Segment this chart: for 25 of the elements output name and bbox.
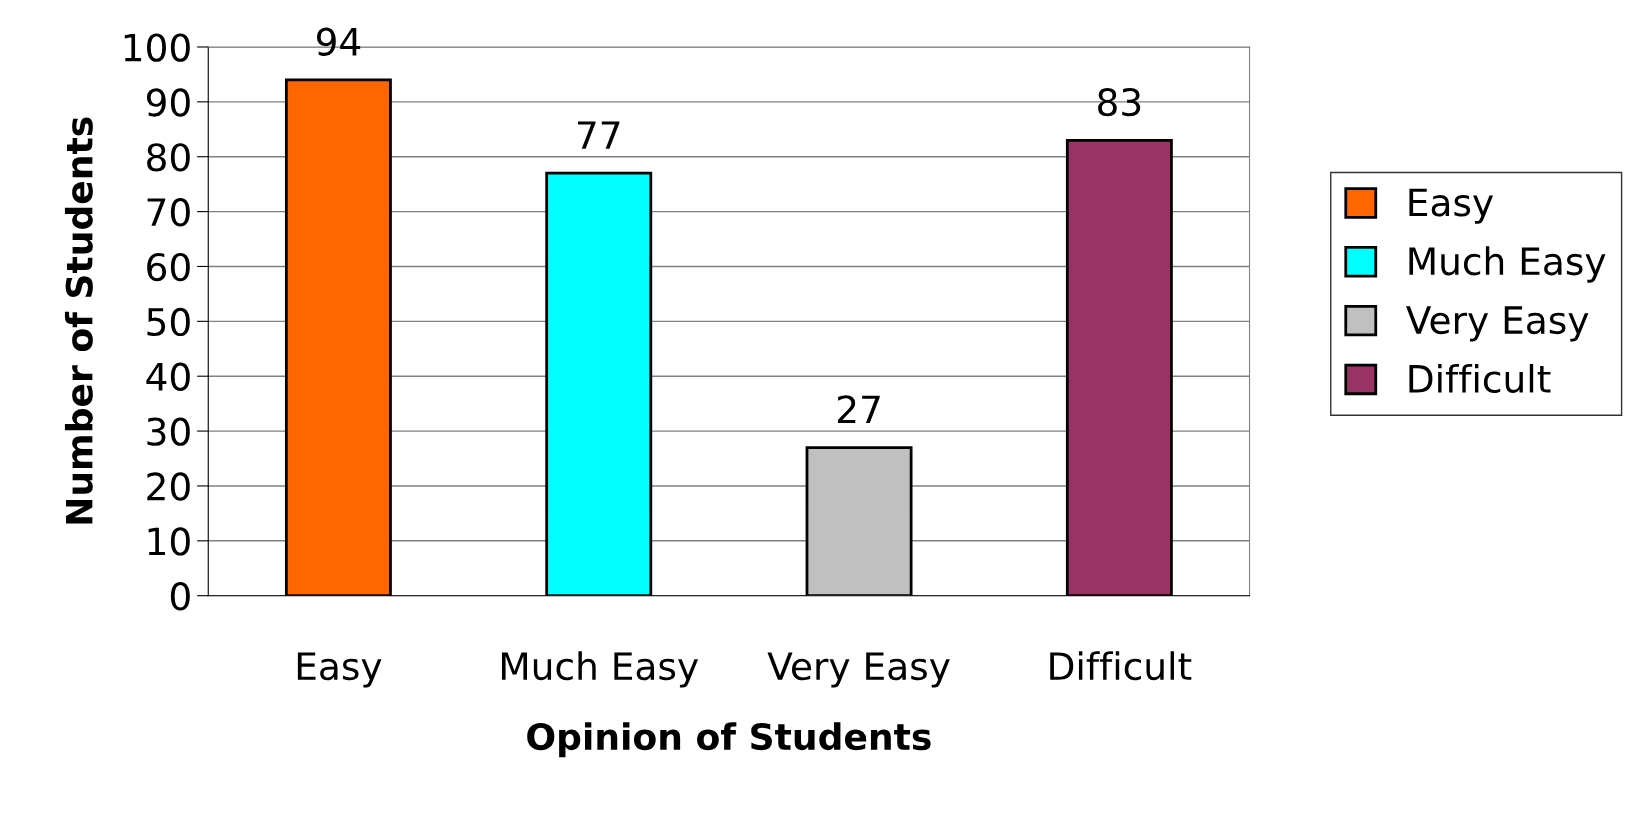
data-label: 27 [837, 395, 880, 424]
x-tick-label: Easy [297, 652, 382, 688]
y-tick-label: 60 [147, 252, 190, 282]
x-tick-label: Much Easy [502, 651, 699, 688]
y-tick-label: 40 [146, 362, 190, 391]
data-label: 77 [577, 121, 620, 149]
y-tick-label: 80 [147, 143, 190, 172]
y-tick-label: 50 [147, 307, 190, 337]
y-axis-title: Number of Students [64, 117, 93, 524]
legend-label: Much Easy [1409, 246, 1606, 283]
y-tick-label: 90 [146, 88, 190, 117]
legend-label: Difficult [1409, 363, 1551, 393]
y-tick-label: 70 [147, 198, 190, 227]
y-tick-label: 30 [147, 417, 190, 446]
data-label: 83 [1098, 87, 1141, 117]
y-tick-label: 10 [148, 527, 190, 556]
x-tick-label: Very Easy [767, 652, 950, 688]
x-axis-title: Opinion of Students [527, 722, 931, 758]
legend-label: Easy [1409, 188, 1494, 224]
y-tick-label: 20 [147, 472, 190, 501]
y-tick-label: 0 [170, 582, 190, 611]
legend-label: Very Easy [1406, 306, 1589, 342]
y-tick-label: 100 [124, 33, 190, 62]
x-tick-label: Difficult [1050, 651, 1192, 681]
data-label: 94 [316, 27, 361, 56]
